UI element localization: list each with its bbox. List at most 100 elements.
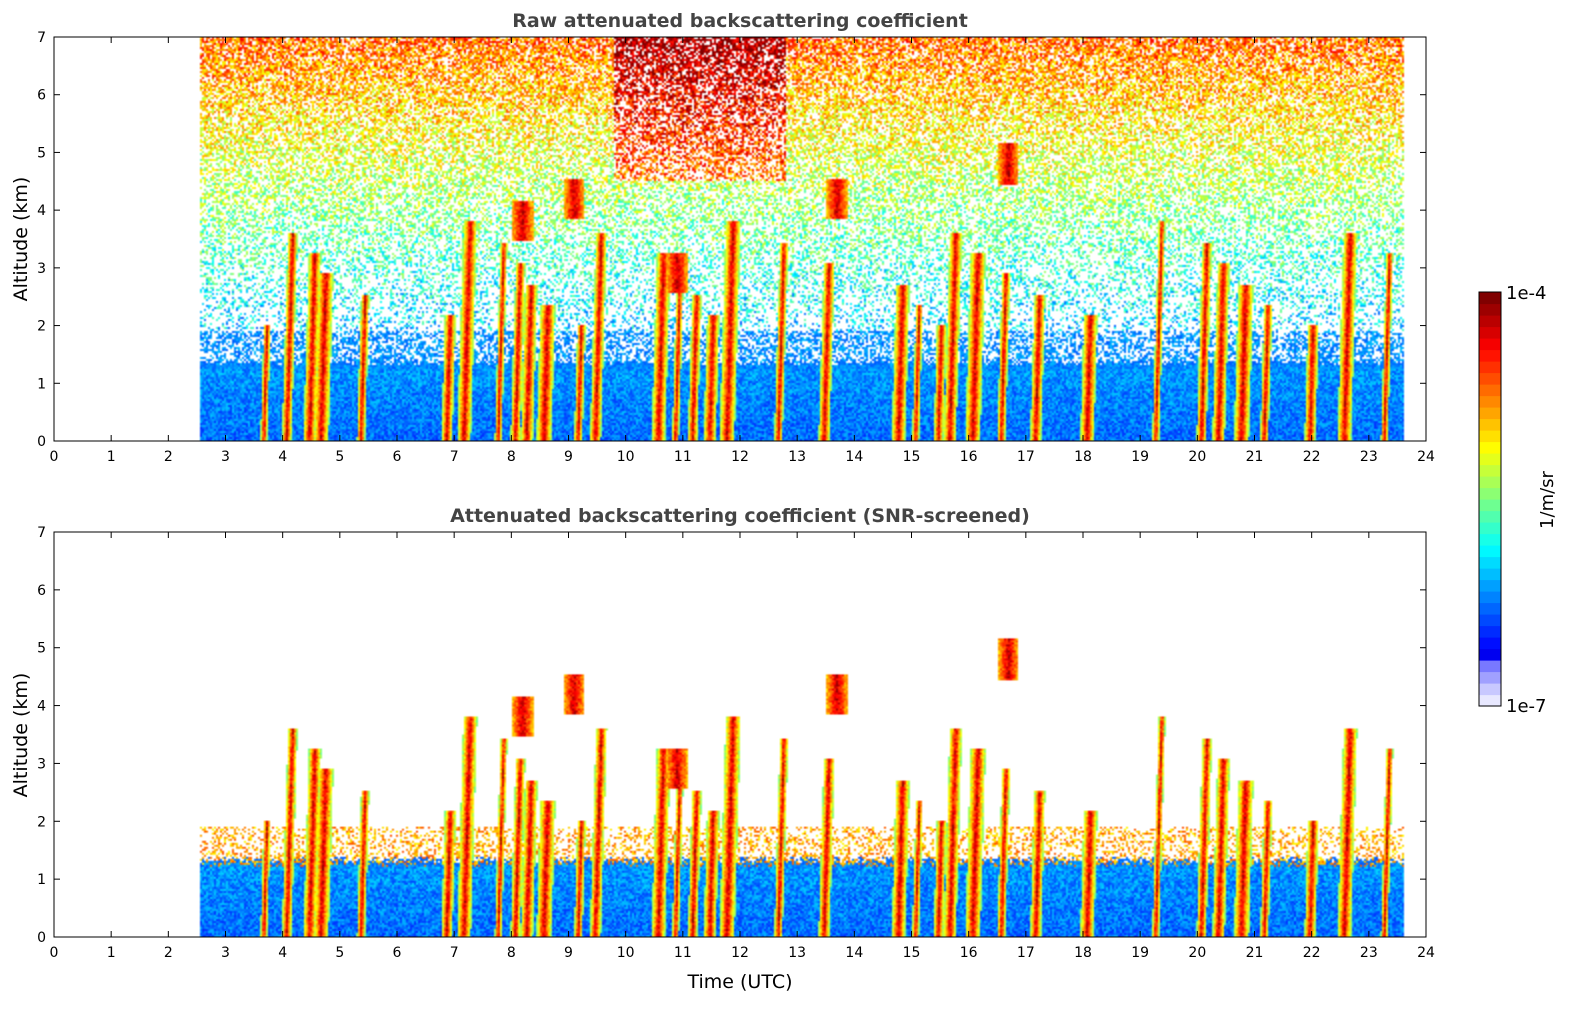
colorbar-step: [1479, 579, 1501, 592]
x-tick-label: 21: [1246, 449, 1264, 465]
x-tick-label: 10: [617, 945, 635, 961]
panel-screened: Attenuated backscattering coefficient (S…: [10, 505, 1435, 993]
colorbar-step: [1479, 476, 1501, 489]
panel-title: Attenuated backscattering coefficient (S…: [450, 505, 1030, 527]
x-tick-label: 7: [450, 449, 459, 465]
x-tick-label: 19: [1131, 945, 1149, 961]
x-tick-label: 5: [335, 449, 344, 465]
x-tick-label: 6: [393, 945, 402, 961]
x-tick-label: 12: [731, 945, 749, 961]
colorbar-step: [1479, 315, 1501, 328]
x-tick-label: 17: [1017, 945, 1035, 961]
panel-title: Raw attenuated backscattering coefficien…: [512, 10, 968, 32]
x-axis: 0 1 2 3 4 5 6 7 8 9 10 11 12 13 14 15 16 17 18 19 20 21 22 23 24: [50, 532, 1435, 961]
x-tick-label: 4: [278, 945, 287, 961]
x-tick-label: 9: [564, 449, 573, 465]
x-tick-label: 14: [845, 945, 863, 961]
y-tick-label: 7: [37, 30, 46, 46]
y-axis-label: Altitude (km): [10, 673, 32, 798]
colorbar-step: [1479, 660, 1501, 673]
x-tick-label: 2: [164, 945, 173, 961]
x-tick-label: 16: [960, 449, 978, 465]
colorbar-step: [1479, 522, 1501, 535]
colorbar-step: [1479, 441, 1501, 454]
colorbar-step: [1479, 683, 1501, 696]
y-tick-label: 3: [37, 756, 46, 772]
y-tick-label: 6: [37, 583, 46, 599]
y-axis: 0 1 2 3 4 5 6 7: [37, 30, 1426, 450]
colorbar-step: [1479, 625, 1501, 638]
colorbar-step: [1479, 418, 1501, 431]
x-tick-label: 15: [903, 449, 921, 465]
colorbar: 1e-4 1e-7 1/m/sr: [1478, 283, 1558, 717]
colorbar-unit-label: 1/m/sr: [1537, 470, 1558, 528]
colorbar-step: [1479, 591, 1501, 604]
x-tick-label: 9: [564, 945, 573, 961]
x-tick-label: 20: [1188, 449, 1206, 465]
y-tick-label: 1: [37, 376, 46, 392]
x-tick-label: 13: [788, 945, 806, 961]
y-tick-label: 5: [37, 641, 46, 657]
y-tick-label: 5: [37, 145, 46, 161]
heatmap-image: [54, 532, 1426, 937]
colorbar-step: [1479, 395, 1501, 408]
colorbar-step: [1479, 292, 1501, 305]
x-tick-label: 11: [674, 945, 692, 961]
x-tick-label: 16: [960, 945, 978, 961]
colorbar-step: [1479, 338, 1501, 351]
x-tick-label: 6: [393, 449, 402, 465]
x-tick-label: 14: [845, 449, 863, 465]
x-tick-label: 18: [1074, 945, 1092, 961]
colorbar-step: [1479, 694, 1501, 707]
y-tick-label: 2: [37, 319, 46, 335]
x-tick-label: 13: [788, 449, 806, 465]
colorbar-step: [1479, 648, 1501, 661]
colorbar-step: [1479, 533, 1501, 546]
y-tick-label: 1: [37, 872, 46, 888]
x-tick-label: 5: [335, 945, 344, 961]
colorbar-step: [1479, 671, 1501, 684]
colorbar-step: [1479, 602, 1501, 615]
x-tick-label: 4: [278, 449, 287, 465]
y-tick-label: 0: [37, 434, 46, 450]
x-tick-label: 23: [1360, 449, 1378, 465]
colorbar-gradient: [1479, 292, 1501, 707]
x-tick-label: 0: [50, 945, 59, 961]
colorbar-step: [1479, 326, 1501, 339]
x-tick-label: 10: [617, 449, 635, 465]
x-tick-label: 8: [507, 449, 516, 465]
x-tick-label: 11: [674, 449, 692, 465]
x-tick-label: 23: [1360, 945, 1378, 961]
colorbar-step: [1479, 556, 1501, 569]
colorbar-step: [1479, 349, 1501, 362]
y-axis: 0 1 2 3 4 5 6 7: [37, 525, 1426, 946]
x-tick-label: 12: [731, 449, 749, 465]
x-tick-label: 24: [1417, 945, 1435, 961]
colorbar-step: [1479, 464, 1501, 477]
colorbar-step: [1479, 407, 1501, 420]
x-tick-label: 15: [903, 945, 921, 961]
x-axis-label: Time (UTC): [686, 971, 792, 993]
colorbar-step: [1479, 303, 1501, 316]
x-tick-label: 8: [507, 945, 516, 961]
colorbar-min-label: 1e-7: [1506, 696, 1546, 717]
colorbar-step: [1479, 430, 1501, 443]
y-tick-label: 3: [37, 261, 46, 277]
x-axis: 0 1 2 3 4 5 6 7 8 9 10 11 12 13 14 15 16 17 18 19 20 21 22 23 24: [50, 37, 1435, 465]
y-tick-label: 2: [37, 814, 46, 830]
colorbar-max-label: 1e-4: [1506, 283, 1546, 304]
y-axis-label: Altitude (km): [10, 177, 32, 302]
x-tick-label: 19: [1131, 449, 1149, 465]
x-tick-label: 7: [450, 945, 459, 961]
y-tick-label: 0: [37, 930, 46, 946]
x-tick-label: 22: [1303, 449, 1321, 465]
x-tick-label: 17: [1017, 449, 1035, 465]
colorbar-step: [1479, 361, 1501, 374]
x-tick-label: 20: [1188, 945, 1206, 961]
colorbar-step: [1479, 568, 1501, 581]
colorbar-step: [1479, 372, 1501, 385]
x-tick-label: 18: [1074, 449, 1092, 465]
colorbar-step: [1479, 487, 1501, 500]
heatmap-image: [54, 37, 1426, 441]
